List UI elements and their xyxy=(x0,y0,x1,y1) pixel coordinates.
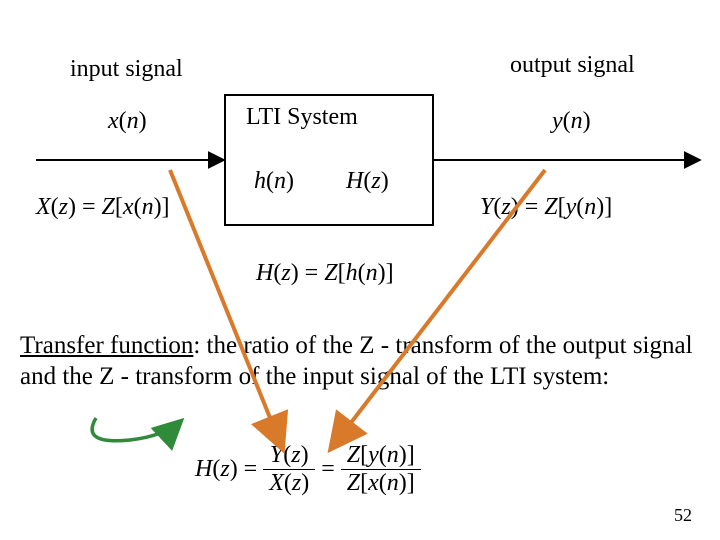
page-number: 52 xyxy=(674,505,692,526)
tf-equation: H(z) = Y(z) = Z[y(n)] X(z) Z[x(n)] xyxy=(194,442,421,497)
tf-label: Transfer function xyxy=(20,332,193,359)
h-n: h(n) xyxy=(254,168,294,195)
output-signal-label: output signal xyxy=(510,52,635,79)
y-n: y(n) xyxy=(552,108,591,135)
X-z-eq: X(z) = Z[x(n)] xyxy=(36,194,170,221)
lti-system-box: LTI System h(n) H(z) xyxy=(224,94,434,226)
transfer-function-text: Transfer function: the ratio of the Z - … xyxy=(20,330,700,393)
H-z-def: H(z) = Z[h(n)] xyxy=(256,260,394,287)
input-signal-label: input signal xyxy=(70,56,183,83)
green-underline-arrow xyxy=(92,418,182,441)
lti-system-label: LTI System xyxy=(246,104,358,131)
x-n: x(n) xyxy=(108,108,147,135)
H-z: H(z) xyxy=(346,168,389,195)
Y-z-eq: Y(z) = Z[y(n)] xyxy=(480,194,612,221)
